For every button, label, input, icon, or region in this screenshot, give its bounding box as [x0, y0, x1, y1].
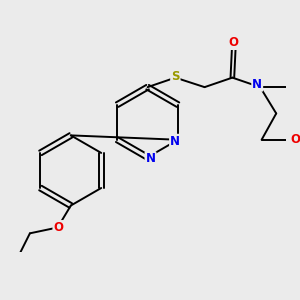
Text: N: N — [146, 152, 155, 165]
Text: O: O — [229, 36, 239, 49]
Text: S: S — [171, 70, 180, 83]
Text: O: O — [53, 221, 63, 234]
Text: O: O — [290, 133, 300, 146]
Text: N: N — [170, 135, 180, 148]
Text: N: N — [252, 78, 262, 91]
